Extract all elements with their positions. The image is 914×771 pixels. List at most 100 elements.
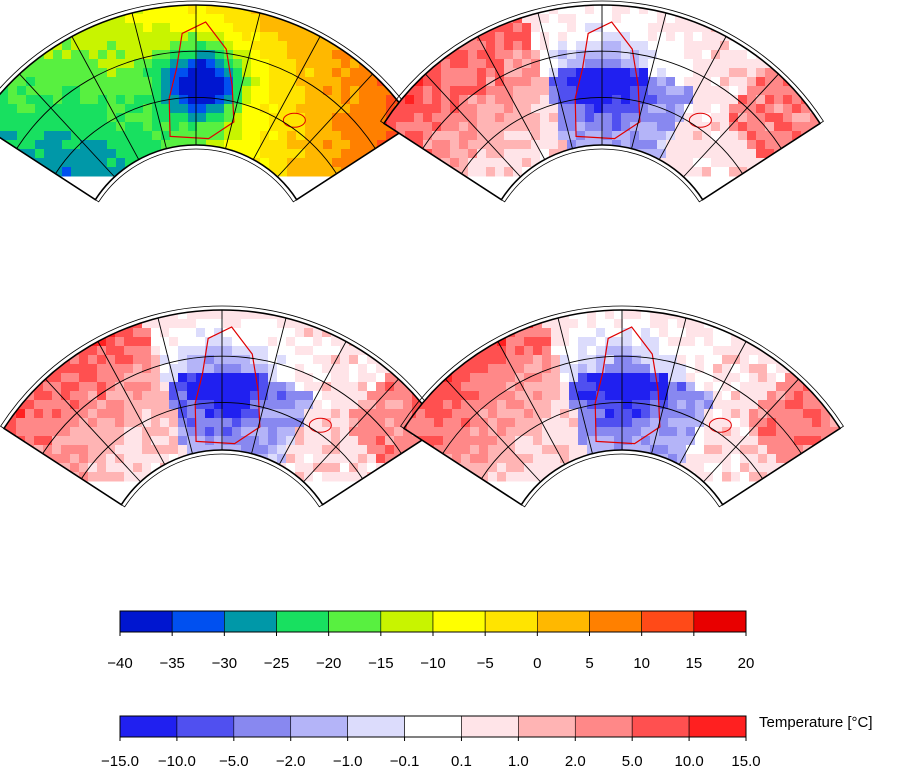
grid-cell — [443, 445, 453, 455]
grid-cell — [134, 41, 144, 51]
grid-cell — [143, 149, 153, 159]
grid-cell — [179, 104, 189, 114]
grid-cell — [470, 382, 480, 392]
grid-cell — [241, 364, 251, 374]
grid-cell — [89, 140, 99, 150]
grid-cell — [765, 68, 775, 78]
grid-cell — [776, 364, 786, 374]
grid-cell — [107, 86, 117, 96]
grid-cell — [749, 463, 759, 473]
grid-cell — [576, 140, 586, 150]
grid-cell — [52, 418, 62, 428]
grid-cell — [53, 140, 63, 150]
grid-cell — [197, 86, 207, 96]
grid-cell — [704, 427, 714, 437]
grid-cell — [62, 167, 72, 177]
grid-cell — [143, 113, 153, 123]
grid-cell — [513, 149, 523, 159]
grid-cell — [551, 337, 561, 347]
grid-cell — [515, 400, 525, 410]
grid-cell — [232, 445, 242, 455]
grid-cell — [522, 59, 532, 69]
grid-cell — [151, 400, 161, 410]
grid-cell — [506, 382, 516, 392]
grid-cell — [350, 68, 360, 78]
grid-cell — [522, 158, 532, 168]
grid-cell — [702, 95, 712, 105]
grid-cell — [542, 409, 552, 419]
grid-cell — [513, 113, 523, 123]
grid-cell — [711, 41, 721, 51]
grid-cell — [79, 400, 89, 410]
grid-cell — [576, 59, 586, 69]
grid-cell — [188, 5, 198, 15]
grid-cell — [659, 427, 669, 437]
grid-cell — [233, 77, 243, 87]
grid-cell — [720, 95, 730, 105]
grid-cell — [367, 418, 377, 428]
grid-cell — [812, 418, 822, 428]
grid-cell — [558, 59, 568, 69]
grid-cell — [133, 445, 143, 455]
grid-cell — [740, 373, 750, 383]
grid-cell — [368, 113, 378, 123]
grid-cell — [322, 400, 332, 410]
grid-cell — [783, 113, 793, 123]
grid-cell — [450, 149, 460, 159]
grid-cell — [215, 95, 225, 105]
grid-cell — [702, 113, 712, 123]
grid-cell — [657, 23, 667, 33]
grid-cell — [695, 373, 705, 383]
grid-cell — [459, 50, 469, 60]
grid-cell — [488, 346, 498, 356]
grid-cell — [323, 95, 333, 105]
grid-cell — [97, 373, 107, 383]
grid-cell — [738, 50, 748, 60]
grid-cell — [729, 167, 739, 177]
grid-cell — [124, 391, 134, 401]
grid-cell — [125, 32, 135, 42]
grid-cell — [250, 382, 260, 392]
grid-cell — [323, 122, 333, 132]
grid-cell — [43, 436, 53, 446]
grid-cell — [287, 32, 297, 42]
grid-cell — [133, 382, 143, 392]
grid-cell — [268, 346, 278, 356]
grid-cell — [80, 122, 90, 132]
grid-cell — [305, 122, 315, 132]
grid-cell — [260, 23, 270, 33]
grid-cell — [106, 391, 116, 401]
grid-cell — [551, 355, 561, 365]
grid-cell — [488, 409, 498, 419]
grid-cell — [497, 445, 507, 455]
grid-cell — [405, 113, 415, 123]
grid-cell — [349, 409, 359, 419]
grid-cell — [641, 427, 651, 437]
grid-cell — [722, 400, 732, 410]
grid-cell — [268, 355, 278, 365]
grid-cell — [80, 158, 90, 168]
grid-cell — [765, 104, 775, 114]
grid-cell — [506, 346, 516, 356]
grid-cell — [585, 68, 595, 78]
grid-cell — [143, 140, 153, 150]
grid-cell — [188, 41, 198, 51]
grid-cell — [623, 328, 633, 338]
grid-cell — [205, 364, 215, 374]
grid-cell — [479, 391, 489, 401]
grid-cell — [675, 59, 685, 69]
grid-cell — [106, 427, 116, 437]
grid-cell — [53, 95, 63, 105]
grid-cell — [260, 113, 270, 123]
grid-cell — [641, 355, 651, 365]
grid-cell — [749, 391, 759, 401]
grid-cell — [659, 391, 669, 401]
grid-cell — [587, 373, 597, 383]
grid-cell — [551, 373, 561, 383]
grid-cell — [286, 463, 296, 473]
grid-cell — [44, 158, 54, 168]
grid-cell — [278, 41, 288, 51]
grid-cell — [71, 59, 81, 69]
grid-cell — [650, 391, 660, 401]
grid-cell — [452, 373, 462, 383]
